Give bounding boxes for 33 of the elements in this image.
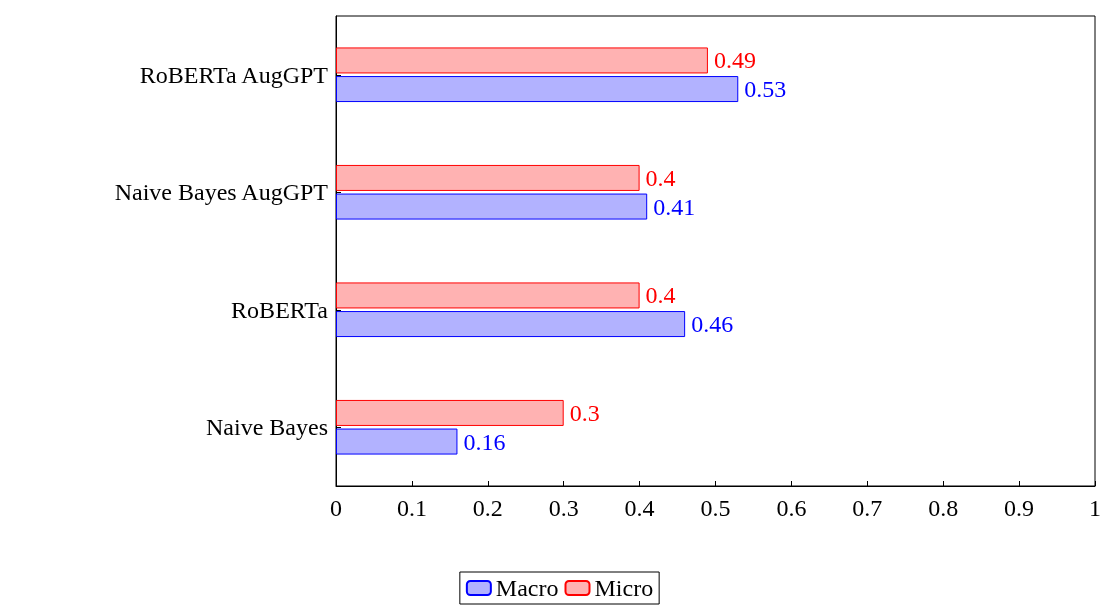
data-label: 0.41 bbox=[653, 193, 696, 220]
bar bbox=[336, 399, 564, 426]
bar bbox=[336, 164, 640, 191]
x-tick-label: 0.3 bbox=[548, 495, 579, 521]
x-tick-label: 0 bbox=[330, 495, 342, 521]
bar bbox=[336, 193, 648, 220]
bar bbox=[336, 311, 686, 338]
y-tick-label: Naive Bayes bbox=[206, 414, 328, 441]
x-tick-label: 0.4 bbox=[624, 495, 655, 521]
bar bbox=[336, 47, 708, 74]
data-label: 0.16 bbox=[463, 428, 506, 455]
data-label: 0.4 bbox=[645, 282, 676, 309]
bar bbox=[336, 428, 458, 455]
x-tick-label: 0.7 bbox=[852, 495, 883, 521]
data-label: 0.4 bbox=[645, 164, 676, 191]
x-tick-label: 0.5 bbox=[700, 495, 731, 521]
x-tick-label: 0.9 bbox=[1004, 495, 1035, 521]
x-tick-label: 0.1 bbox=[396, 495, 427, 521]
legend-label: Micro bbox=[594, 575, 654, 601]
data-label: 0.53 bbox=[744, 76, 787, 103]
x-tick-label: 0.8 bbox=[928, 495, 959, 521]
data-label: 0.49 bbox=[713, 47, 756, 74]
x-tick-label: 1 bbox=[1089, 495, 1101, 521]
data-label: 0.3 bbox=[569, 399, 600, 426]
bar bbox=[336, 76, 739, 103]
bar bbox=[336, 282, 640, 309]
data-label: 0.46 bbox=[691, 311, 734, 338]
y-tick-label: RoBERTa AugGPT bbox=[139, 61, 329, 88]
y-tick-label: Naive Bayes AugGPT bbox=[114, 179, 329, 206]
x-tick-label: 0.6 bbox=[776, 495, 807, 521]
x-tick-label: 0.2 bbox=[472, 495, 503, 521]
y-tick-label: RoBERTa bbox=[231, 296, 329, 323]
legend-label: Macro bbox=[495, 575, 559, 601]
